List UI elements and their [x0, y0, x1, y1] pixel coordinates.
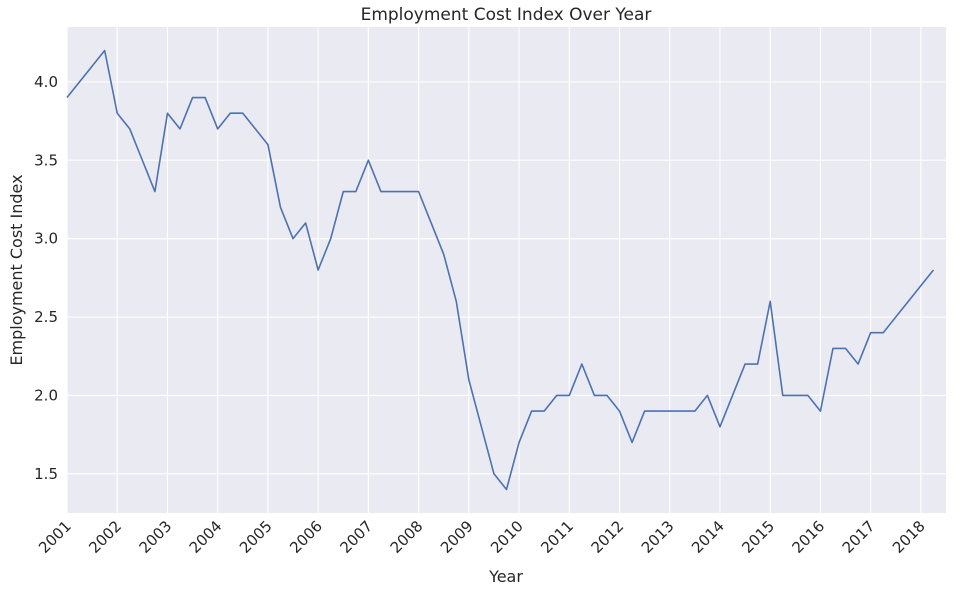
- x-tick-label: 2014: [688, 517, 728, 557]
- x-tick-label: 2009: [437, 517, 477, 557]
- y-tick-label: 1.5: [34, 465, 58, 483]
- plot-area: [67, 27, 946, 513]
- series-layer: [66, 49, 935, 491]
- y-gridlines: [67, 81, 946, 475]
- x-tick-label: 2017: [839, 517, 879, 557]
- x-tick-label: 2013: [638, 517, 678, 557]
- x-gridlines: [66, 27, 922, 513]
- x-tick-label: 2018: [889, 517, 929, 557]
- x-tick-label: 2002: [85, 517, 125, 557]
- x-tick-label: 2004: [186, 517, 226, 557]
- series-line-0: [66, 49, 935, 491]
- x-tick-label: 2008: [387, 517, 427, 557]
- y-tick-label: 2.5: [34, 308, 58, 326]
- x-tick-label: 2003: [136, 517, 176, 557]
- x-tick-labels: 2001 2002 2003 2004 2005 2006 2007 2008 2009 2010…: [35, 517, 929, 557]
- y-axis-label: Employment Cost Index: [7, 174, 26, 365]
- x-tick-label: 2011: [537, 517, 577, 557]
- y-tick-label: 2.0: [34, 386, 58, 404]
- x-axis-label: Year: [488, 567, 523, 586]
- y-tick-labels: 1.5 2.0 2.5 3.0 3.5 4.0: [34, 73, 58, 483]
- x-tick-label: 2010: [487, 517, 527, 557]
- x-tick-label: 2012: [588, 517, 628, 557]
- x-tick-label: 2001: [35, 517, 75, 557]
- x-tick-label: 2007: [336, 517, 376, 557]
- x-tick-label: 2005: [236, 517, 276, 557]
- x-tick-label: 2006: [286, 517, 326, 557]
- x-tick-label: 2015: [738, 517, 778, 557]
- y-tick-label: 3.0: [34, 230, 58, 248]
- x-tick-label: 2016: [789, 517, 829, 557]
- y-tick-label: 4.0: [34, 73, 58, 91]
- chart-title: Employment Cost Index Over Year: [361, 5, 652, 25]
- y-tick-label: 3.5: [34, 151, 58, 169]
